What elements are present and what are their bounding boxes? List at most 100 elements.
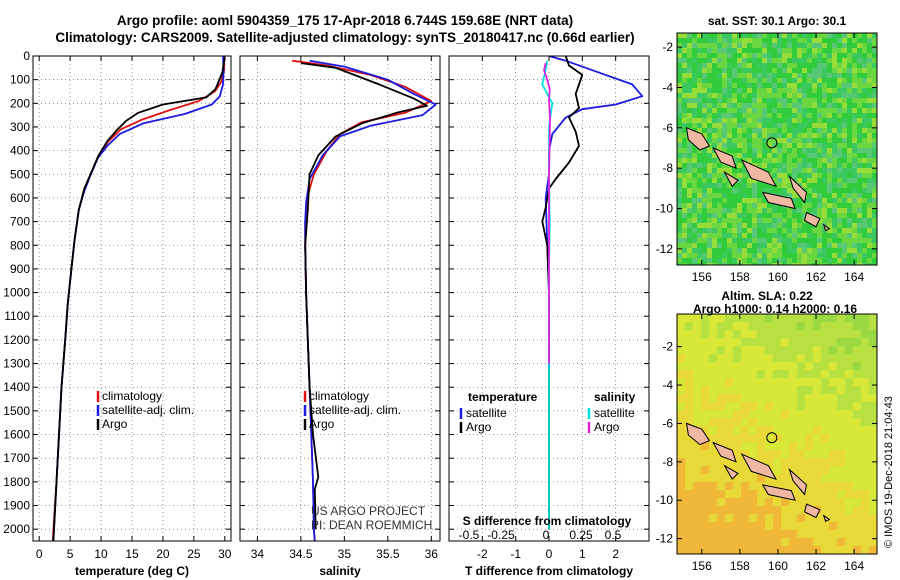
map-cell <box>752 193 758 199</box>
map-cell <box>837 506 846 515</box>
map-cell <box>797 178 803 184</box>
map-cell <box>821 434 830 443</box>
map-cell <box>685 482 694 491</box>
map-cell <box>867 78 873 84</box>
map-cell <box>861 346 870 355</box>
map-cell <box>812 73 818 79</box>
map-cell <box>782 258 788 264</box>
sla-map-field <box>677 314 877 554</box>
map-cell <box>737 193 743 199</box>
map-cell <box>702 113 708 119</box>
map-cell <box>732 43 738 49</box>
map-cell <box>853 346 862 355</box>
map-cell <box>817 253 823 259</box>
map-cell <box>707 113 713 119</box>
map-cell <box>857 83 863 89</box>
map-cell <box>789 426 798 435</box>
map-cell <box>782 48 788 54</box>
map-cell <box>842 58 848 64</box>
map-cell <box>782 58 788 64</box>
map-cell <box>782 208 788 214</box>
map-cell <box>852 208 858 214</box>
island <box>804 503 821 519</box>
map-cell <box>802 148 808 154</box>
map-cell <box>692 153 698 159</box>
map-cell <box>782 213 788 219</box>
map-cell <box>817 238 823 244</box>
map-cell <box>789 386 798 395</box>
map-cell <box>872 78 877 84</box>
map-cell <box>812 143 818 149</box>
map-cell <box>752 153 758 159</box>
map-cell <box>727 108 733 114</box>
sla-map-title: Altim. SLA: 0.22 <box>721 289 813 303</box>
map-cell <box>677 238 683 244</box>
tick-label-x: 36 <box>425 547 439 561</box>
map-cell <box>712 48 718 54</box>
map-cell <box>717 370 726 379</box>
map-cell <box>737 128 743 134</box>
map-cell <box>749 490 758 499</box>
map-cell <box>722 248 728 254</box>
map-cell <box>837 474 846 483</box>
map-cell <box>677 466 686 475</box>
map-cell <box>732 168 738 174</box>
map-cell <box>757 83 763 89</box>
map-cell <box>725 530 734 539</box>
map-cell <box>717 474 726 483</box>
map-cell <box>861 426 870 435</box>
map-cell <box>842 108 848 114</box>
map-cell <box>762 113 768 119</box>
island <box>822 223 831 232</box>
map-cell <box>742 128 748 134</box>
map-cell <box>853 418 862 427</box>
map-cell <box>742 183 748 189</box>
map-cell <box>742 48 748 54</box>
map-cell <box>741 330 750 339</box>
map-cell <box>701 330 710 339</box>
map-cell <box>837 178 843 184</box>
map-cell <box>787 53 793 59</box>
map-cell <box>692 88 698 94</box>
map-cell <box>717 173 723 179</box>
map-cell <box>733 522 742 531</box>
map-cell <box>777 38 783 44</box>
map-cell <box>682 83 688 89</box>
map-cell <box>733 442 742 451</box>
map-cell <box>777 183 783 189</box>
map-cell <box>787 143 793 149</box>
map-cell <box>812 243 818 249</box>
map-cell <box>832 78 838 84</box>
map-cell <box>832 168 838 174</box>
map-cell <box>727 63 733 69</box>
map-cell <box>862 103 868 109</box>
legend-header-salinity: salinity <box>594 390 636 404</box>
map-cell <box>842 103 848 109</box>
map-cell <box>767 128 773 134</box>
map-cell <box>767 203 773 209</box>
map-cell <box>757 213 763 219</box>
map-cell <box>782 123 788 129</box>
map-cell <box>802 238 808 244</box>
map-cell <box>702 148 708 154</box>
map-cell <box>861 450 870 459</box>
map-cell <box>872 38 877 44</box>
map-cell <box>717 346 726 355</box>
map-cell <box>829 362 838 371</box>
legend-label: satellite-adj. clim. <box>102 403 194 417</box>
map-cell <box>773 410 782 419</box>
map-cell <box>781 330 790 339</box>
map-cell <box>727 253 733 259</box>
map-cell <box>677 158 683 164</box>
map-cell <box>797 248 803 254</box>
map-cell <box>853 434 862 443</box>
map-cell <box>852 68 858 74</box>
map-cell <box>717 538 726 547</box>
map-cell <box>842 193 848 199</box>
map-cell <box>782 168 788 174</box>
map-cell <box>701 474 710 483</box>
map-cell <box>701 314 710 323</box>
map-cell <box>869 514 877 523</box>
map-cell <box>765 330 774 339</box>
